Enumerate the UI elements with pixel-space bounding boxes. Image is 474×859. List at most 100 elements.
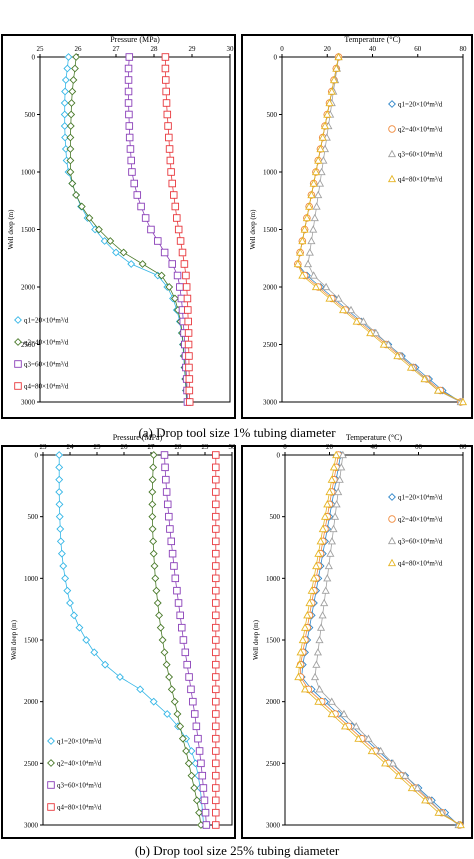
series-4	[293, 52, 468, 406]
data-point	[130, 179, 138, 188]
panel-a-temperature-frame	[241, 34, 473, 419]
data-point	[184, 317, 192, 326]
data-point	[300, 623, 310, 631]
legend: q1=20×10⁴m³/d q2=40×10⁴m³/d q3=60×10⁴m³/d q…	[387, 100, 443, 184]
data-point	[420, 374, 429, 383]
data-point	[184, 306, 192, 314]
x-tick-label: 27	[113, 45, 121, 53]
data-point	[77, 202, 86, 211]
data-point	[334, 487, 343, 496]
data-point	[352, 722, 361, 730]
data-point	[388, 759, 397, 767]
data-point	[456, 820, 465, 829]
data-point	[162, 660, 171, 669]
plot-area	[284, 454, 464, 826]
y-tick-label: 3000	[21, 399, 36, 407]
data-point	[310, 672, 320, 681]
data-point	[119, 248, 128, 257]
panel-b-pressure-frame	[1, 445, 236, 839]
data-point	[212, 512, 220, 521]
legend-label: q2=40×10⁴m³/d	[398, 126, 443, 134]
data-point	[151, 574, 160, 583]
y-tick-label: 500	[28, 513, 39, 521]
data-point	[212, 685, 220, 694]
x-tick-label: 28	[151, 45, 159, 53]
data-point	[171, 202, 180, 211]
data-point	[124, 64, 133, 73]
data-point	[182, 747, 191, 755]
data-point	[329, 463, 339, 471]
x-tick-label: 29	[189, 45, 197, 53]
data-point	[312, 202, 321, 210]
data-point	[327, 697, 336, 705]
data-point	[322, 282, 331, 291]
data-point	[125, 133, 134, 142]
data-point	[325, 487, 334, 496]
series-line	[64, 56, 188, 403]
plot-area	[39, 56, 231, 403]
data-point	[311, 167, 321, 176]
data-point	[66, 156, 75, 165]
data-point	[160, 648, 169, 657]
x-tick-label: 60	[414, 45, 422, 53]
data-point	[55, 475, 64, 484]
data-point	[303, 259, 313, 268]
data-point	[155, 611, 164, 620]
data-point	[352, 317, 361, 325]
legend-label: q1=20×10⁴m³/d	[398, 494, 443, 502]
data-point	[212, 562, 220, 570]
data-point	[64, 53, 73, 61]
series-4	[161, 53, 194, 406]
data-point	[128, 168, 136, 176]
data-point	[67, 110, 76, 119]
x-tick-label: 20	[326, 443, 334, 451]
data-point	[66, 133, 75, 142]
legend-label: q4=80×10⁴m³/d	[398, 176, 443, 184]
data-point	[421, 796, 430, 804]
data-point	[70, 611, 78, 620]
data-point	[176, 611, 184, 620]
data-point	[185, 673, 193, 681]
data-point	[124, 76, 133, 84]
x-tick-label: 25	[37, 45, 45, 53]
data-point	[183, 660, 191, 669]
legend-label: q1=20×10⁴m³/d	[398, 101, 443, 109]
data-point	[149, 549, 158, 558]
x-tick-label: 28	[175, 443, 183, 451]
data-point	[212, 623, 220, 632]
data-point	[334, 52, 343, 61]
data-point	[125, 110, 133, 119]
data-point	[406, 363, 416, 371]
data-point	[434, 386, 443, 394]
x-tick-label: 30	[229, 443, 237, 451]
data-point	[157, 271, 166, 280]
data-point	[137, 202, 145, 211]
data-point	[170, 697, 179, 706]
data-point	[315, 635, 324, 644]
data-point	[296, 248, 305, 256]
data-point	[327, 87, 336, 95]
data-point	[133, 191, 142, 199]
legend-marker	[14, 316, 22, 324]
data-point	[165, 133, 173, 142]
data-point	[173, 710, 182, 718]
legend-marker	[14, 338, 22, 346]
data-point	[212, 586, 220, 595]
legend: q1=20×10⁴m³/d q2=40×10⁴m³/d q3=60×10⁴m³/d q…	[387, 493, 443, 568]
data-point	[68, 87, 77, 96]
data-point	[192, 722, 201, 731]
data-point	[57, 549, 66, 558]
data-point	[212, 734, 220, 743]
data-point	[194, 734, 202, 743]
data-point	[167, 685, 176, 694]
data-point	[72, 191, 81, 199]
data-point	[327, 537, 337, 545]
data-point	[371, 328, 380, 337]
data-point	[185, 375, 194, 383]
data-point	[160, 248, 169, 257]
data-point	[190, 710, 199, 718]
data-point	[307, 586, 316, 594]
y-tick-label: 0	[274, 54, 278, 62]
data-point	[311, 282, 321, 291]
series-2	[148, 451, 205, 829]
